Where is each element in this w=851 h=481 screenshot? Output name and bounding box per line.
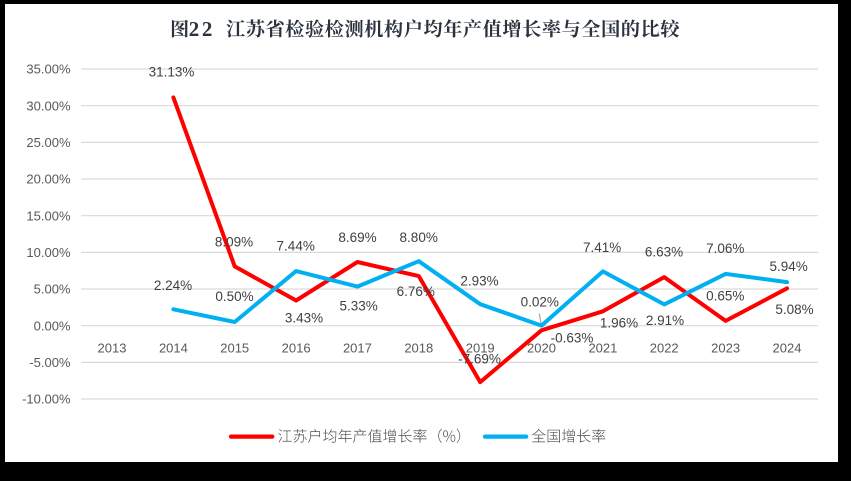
svg-text:5.00%: 5.00%: [34, 282, 71, 297]
svg-text:0.65%: 0.65%: [706, 289, 744, 304]
svg-text:2018: 2018: [404, 340, 433, 355]
svg-text:0.00%: 0.00%: [34, 318, 71, 333]
svg-text:2015: 2015: [220, 340, 249, 355]
svg-text:0.50%: 0.50%: [215, 289, 253, 304]
svg-text:0.02%: 0.02%: [521, 294, 559, 309]
svg-text:-7.69%: -7.69%: [458, 351, 501, 366]
svg-text:7.41%: 7.41%: [583, 240, 621, 255]
svg-text:31.13%: 31.13%: [149, 64, 195, 79]
svg-text:6.63%: 6.63%: [645, 245, 683, 260]
svg-text:7.44%: 7.44%: [277, 238, 315, 253]
svg-text:2.91%: 2.91%: [646, 313, 684, 328]
svg-text:3.43%: 3.43%: [285, 311, 323, 326]
svg-text:5.33%: 5.33%: [339, 298, 377, 313]
svg-text:8.09%: 8.09%: [215, 234, 253, 249]
svg-text:2016: 2016: [282, 340, 311, 355]
svg-text:2014: 2014: [159, 340, 188, 355]
svg-text:20.00%: 20.00%: [26, 172, 71, 187]
svg-text:2017: 2017: [343, 340, 372, 355]
svg-text:22: 22: [189, 17, 215, 41]
svg-text:8.69%: 8.69%: [338, 230, 376, 245]
svg-text:15.00%: 15.00%: [26, 208, 71, 223]
svg-text:10.00%: 10.00%: [26, 245, 71, 260]
svg-text:30.00%: 30.00%: [26, 98, 71, 113]
svg-text:-0.63%: -0.63%: [551, 331, 594, 346]
svg-text:2020: 2020: [527, 340, 556, 355]
svg-text:2021: 2021: [588, 340, 617, 355]
svg-text:-10.00%: -10.00%: [22, 392, 71, 407]
svg-text:8.80%: 8.80%: [400, 230, 438, 245]
svg-text:25.00%: 25.00%: [26, 135, 71, 150]
svg-text:-5.00%: -5.00%: [29, 355, 71, 370]
svg-text:2013: 2013: [98, 340, 127, 355]
svg-text:2.93%: 2.93%: [460, 274, 498, 289]
svg-text:2024: 2024: [773, 340, 802, 355]
svg-text:2022: 2022: [650, 340, 679, 355]
svg-text:2.24%: 2.24%: [154, 278, 192, 293]
svg-text:2019: 2019: [466, 340, 495, 355]
svg-text:35.00%: 35.00%: [26, 62, 71, 77]
svg-text:7.06%: 7.06%: [706, 241, 744, 256]
svg-text:5.94%: 5.94%: [769, 259, 807, 274]
svg-text:1.96%: 1.96%: [600, 316, 638, 331]
svg-text:6.76%: 6.76%: [397, 284, 435, 299]
svg-text:2023: 2023: [711, 340, 740, 355]
svg-text:5.08%: 5.08%: [775, 302, 813, 317]
